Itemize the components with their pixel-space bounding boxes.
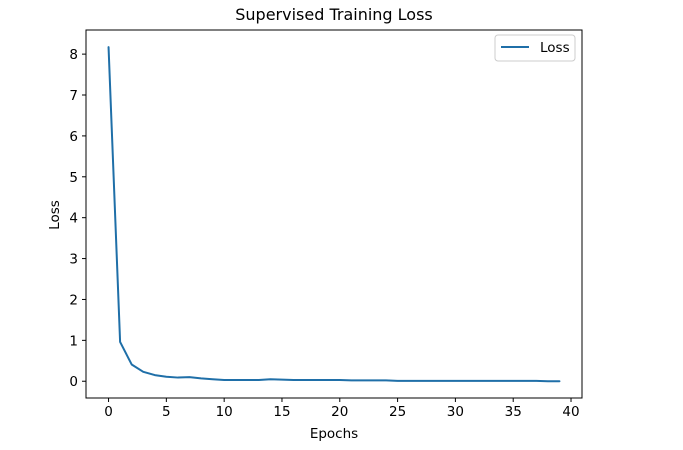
x-tick-label: 10 <box>216 404 233 420</box>
legend: Loss <box>494 34 576 62</box>
x-tick-label: 0 <box>104 404 113 420</box>
axes-frame <box>85 29 583 399</box>
legend-box <box>494 34 576 62</box>
chart-title: Supervised Training Loss <box>235 5 433 24</box>
series-layer <box>107 46 561 383</box>
y-axis-label: Loss <box>47 200 63 230</box>
x-tick-label: 20 <box>331 404 348 420</box>
y-tick-label: 3 <box>69 252 78 268</box>
x-tick-label: 25 <box>389 404 406 420</box>
y-tick-label: 7 <box>69 88 78 104</box>
y-tick-label: 4 <box>69 211 78 227</box>
x-tick-label: 5 <box>162 404 171 420</box>
x-tick-label: 40 <box>562 404 579 420</box>
y-tick-label: 2 <box>69 292 78 308</box>
y-tick-label: 8 <box>69 47 78 63</box>
plot-area <box>85 29 583 399</box>
x-tick-label: 35 <box>505 404 522 420</box>
x-tick-label: 15 <box>273 404 290 420</box>
x-axis-ticks: 0 5 10 15 20 25 30 35 40 <box>104 398 580 420</box>
x-axis-label: Epochs <box>310 426 358 442</box>
y-tick-label: 0 <box>69 374 78 390</box>
y-axis-ticks: 0 1 2 3 4 5 6 7 8 <box>69 47 86 390</box>
legend-label: Loss <box>540 40 570 56</box>
loss-series-line <box>107 46 561 383</box>
y-tick-label: 1 <box>69 333 78 349</box>
y-tick-label: 6 <box>69 129 78 145</box>
x-tick-label: 30 <box>447 404 464 420</box>
y-tick-label: 5 <box>69 170 78 186</box>
